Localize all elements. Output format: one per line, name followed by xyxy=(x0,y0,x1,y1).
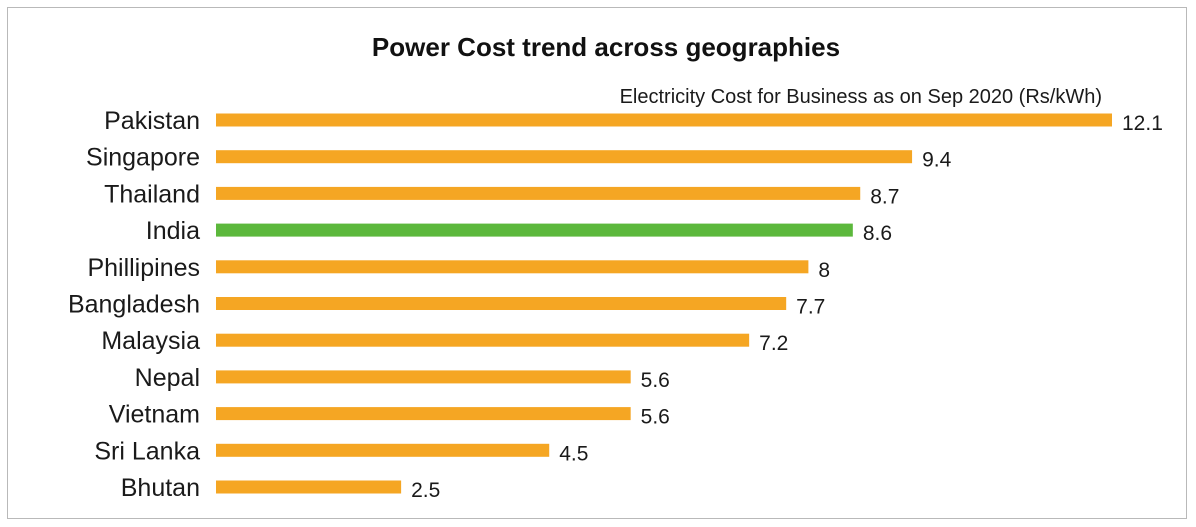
bar-pakistan xyxy=(216,114,1112,127)
category-label-bangladesh: Bangladesh xyxy=(68,291,200,319)
category-label-nepal: Nepal xyxy=(135,364,200,392)
bar-malaysia xyxy=(216,334,749,347)
value-label-bhutan: 2.5 xyxy=(411,479,440,502)
bar-nepal xyxy=(216,370,631,383)
bar-thailand xyxy=(216,187,860,200)
category-label-malaysia: Malaysia xyxy=(101,327,200,355)
category-label-bhutan: Bhutan xyxy=(121,474,200,502)
value-label-pakistan: 12.1 xyxy=(1122,112,1163,135)
value-label-nepal: 5.6 xyxy=(641,369,670,392)
value-label-vietnam: 5.6 xyxy=(641,406,670,429)
value-label-sri-lanka: 4.5 xyxy=(559,442,588,465)
category-label-pakistan: Pakistan xyxy=(104,107,200,135)
bars-group: Pakistan 12.1 Singapore 9.4 Thailand 8.7 India… xyxy=(68,107,1163,502)
category-label-vietnam: Vietnam xyxy=(109,401,200,429)
value-label-malaysia: 7.2 xyxy=(759,332,788,355)
value-label-phillipines: 8 xyxy=(818,259,830,282)
bar-phillipines xyxy=(216,260,808,273)
bar-bangladesh xyxy=(216,297,786,310)
chart-title: Power Cost trend across geographies xyxy=(372,32,840,62)
value-label-thailand: 8.7 xyxy=(870,185,899,208)
bar-singapore xyxy=(216,150,912,163)
category-label-sri-lanka: Sri Lanka xyxy=(94,437,200,465)
value-label-bangladesh: 7.7 xyxy=(796,296,825,319)
bar-bhutan xyxy=(216,481,401,494)
bar-sri-lanka xyxy=(216,444,549,457)
category-label-phillipines: Phillipines xyxy=(87,254,200,282)
value-label-singapore: 9.4 xyxy=(922,149,952,172)
category-label-singapore: Singapore xyxy=(86,144,200,172)
value-label-india: 8.6 xyxy=(863,222,892,245)
bar-india xyxy=(216,224,853,237)
category-label-thailand: Thailand xyxy=(104,180,200,208)
bar-vietnam xyxy=(216,407,631,420)
category-label-india: India xyxy=(146,217,200,245)
chart-subtitle: Electricity Cost for Business as on Sep … xyxy=(620,86,1102,108)
